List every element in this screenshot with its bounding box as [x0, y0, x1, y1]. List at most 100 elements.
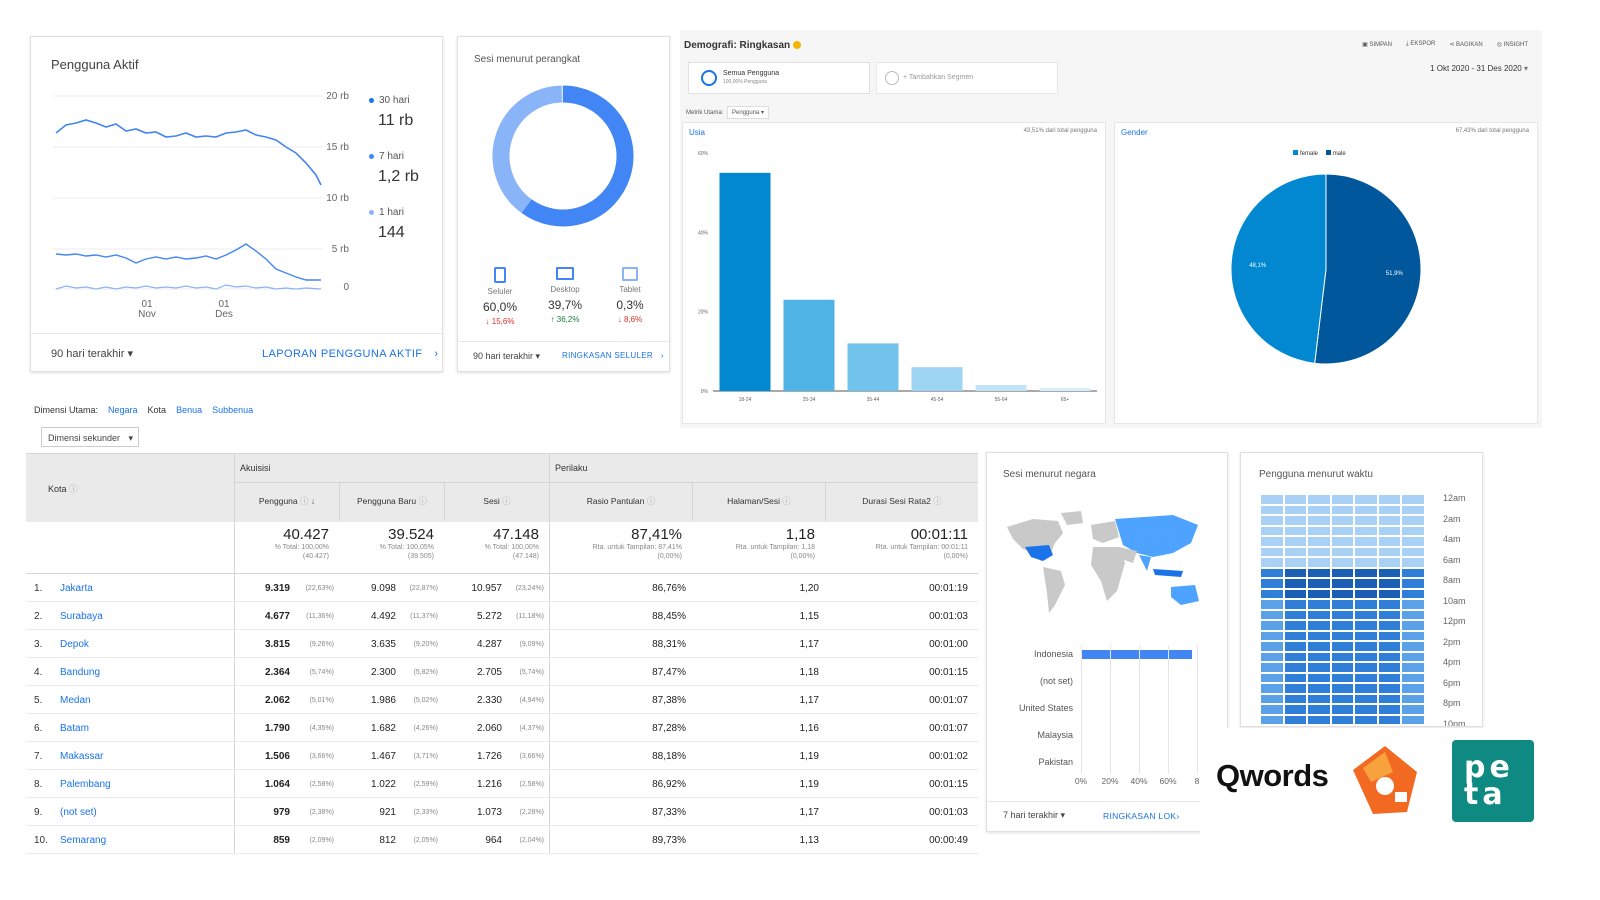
heatmap-cell: [1308, 684, 1330, 693]
grid-line: [1110, 645, 1111, 774]
heatmap-cell: [1308, 663, 1330, 672]
sort-desc-icon[interactable]: ↓: [308, 496, 316, 506]
city-link[interactable]: Bandung: [60, 667, 101, 678]
country-range-dropdown[interactable]: 7 hari terakhir ▾: [1003, 810, 1066, 820]
share-button[interactable]: ⋖ BAGIKAN: [1449, 42, 1483, 48]
col-header-4[interactable]: Rasio Pantulan ⓘ: [549, 482, 692, 521]
col-header-1[interactable]: Pengguna ⓘ ↓: [234, 482, 339, 521]
sessions-pct: (2,04%): [519, 837, 544, 844]
heatmap-cell: [1308, 516, 1330, 525]
legend-value: 144: [378, 224, 405, 241]
users-pct: (3,66%): [309, 753, 334, 760]
total-sub: (47.148): [512, 553, 539, 560]
heatmap-cell: [1331, 663, 1353, 672]
duration-value: 00:01:15: [929, 779, 968, 790]
city-link[interactable]: Jakarta: [60, 583, 93, 594]
insight-button[interactable]: ◎ INSIGHT: [1496, 42, 1528, 48]
bounce-value: 88,45%: [652, 611, 686, 622]
save-button[interactable]: ▣ SIMPAN: [1362, 42, 1392, 48]
pages-per-session-value: 1,19: [799, 751, 819, 762]
gender-chart-title: Gender: [1121, 128, 1148, 137]
heatmap-cell: [1284, 505, 1306, 514]
total-sub: Rta. untuk Tampilan: 87,41%: [592, 544, 682, 551]
city-link[interactable]: Depok: [60, 639, 89, 650]
add-segment-button[interactable]: + Tambahkan Segmen: [876, 62, 1058, 94]
active-users-report-link[interactable]: LAPORAN PENGGUNA AKTIF ›: [262, 348, 439, 360]
users-pct: (2,58%): [309, 781, 334, 788]
segment-all-users[interactable]: Semua Pengguna 100,00% Pengguna: [688, 62, 870, 94]
row-index: 9.: [34, 807, 43, 818]
city-link[interactable]: Palembang: [60, 779, 111, 790]
hour-label: 8am: [1443, 575, 1461, 585]
duration-value: 00:01:03: [929, 807, 968, 818]
x-tick: 18-24: [739, 397, 752, 403]
heatmap-cell: [1378, 547, 1400, 556]
heatmap-cell: [1402, 505, 1424, 514]
divider: [31, 333, 442, 334]
device-report-link[interactable]: RINGKASAN SELULER ›: [562, 351, 664, 360]
map-india: [1139, 555, 1151, 571]
col-header-5[interactable]: Halaman/Sesi ⓘ: [692, 482, 825, 521]
hour-label: 4am: [1443, 534, 1461, 544]
heatmap-cell: [1284, 631, 1306, 640]
col-header-3[interactable]: Sesi ⓘ: [444, 482, 549, 521]
heatmap-cell: [1261, 600, 1283, 609]
device-label: Tablet: [619, 285, 641, 294]
col-header-6[interactable]: Durasi Sesi Rata2 ⓘ: [825, 482, 978, 521]
heatmap-cell: [1402, 537, 1424, 546]
country-card: Sesi menurut negara Indonesia (not set) Un…: [986, 452, 1228, 832]
help-icon: ⓘ: [780, 496, 791, 506]
device-value: 60,0%: [482, 300, 518, 314]
heatmap-cell: [1308, 537, 1330, 546]
device-value: 39,7%: [547, 298, 583, 312]
export-button[interactable]: ⤓ EKSPOR: [1406, 41, 1436, 47]
city-link[interactable]: Semarang: [60, 835, 107, 846]
gender-legend: female male: [1293, 150, 1346, 157]
col-header-label: Pengguna Baru: [357, 496, 417, 506]
heatmap-cell: [1402, 600, 1424, 609]
heatmap-cell: [1308, 600, 1330, 609]
dimension-option-subbenua[interactable]: Subbenua: [212, 405, 254, 415]
col-header-2[interactable]: Pengguna Baru ⓘ: [339, 482, 444, 521]
city-link[interactable]: (not set): [60, 807, 97, 818]
caret-down-icon: ▾: [127, 348, 133, 360]
total-value: 40.427: [283, 526, 329, 543]
heatmap-cell: [1355, 516, 1377, 525]
y-tick: 0%: [701, 389, 709, 395]
city-link[interactable]: Medan: [60, 695, 91, 706]
heatmap-cell: [1378, 621, 1400, 630]
bar-25-34: [783, 299, 835, 391]
range-dropdown[interactable]: 90 hari terakhir ▾: [51, 348, 133, 360]
dimension-option-benua[interactable]: Benua: [176, 405, 203, 415]
dimension-option-kota[interactable]: Kota: [147, 405, 167, 415]
heatmap-cell: [1402, 547, 1424, 556]
device-range-dropdown[interactable]: 90 hari terakhir ▾: [473, 351, 541, 361]
date-range-picker[interactable]: 1 Okt 2020 - 31 Des 2020 ▾: [1430, 64, 1528, 73]
row-index: 8.: [34, 779, 43, 790]
heatmap-cell: [1331, 610, 1353, 619]
col-city-header[interactable]: Kota ⓘ: [48, 484, 79, 494]
x-tick: 8: [1194, 776, 1200, 786]
country-label: United States: [1018, 703, 1073, 713]
city-link[interactable]: Batam: [60, 723, 89, 734]
country-report-link[interactable]: RINGKASAN LOK›: [1103, 811, 1180, 821]
total-cell: 39.524% Total: 100,05% (39.505): [339, 526, 434, 561]
peta-logo-text: peta: [1464, 750, 1514, 812]
heatmap-cell: [1308, 526, 1330, 535]
table-header-band: [26, 453, 978, 522]
metric-dropdown[interactable]: Pengguna ▾: [727, 106, 770, 119]
secondary-dimension-dropdown[interactable]: Dimensi sekunder ▾: [41, 427, 139, 447]
heatmap-cell: [1402, 684, 1424, 693]
new-users-pct: (2,33%): [413, 809, 438, 816]
dimension-option-negara[interactable]: Negara: [108, 405, 138, 415]
city-link[interactable]: Surabaya: [60, 611, 103, 622]
heatmap-cell: [1378, 568, 1400, 577]
heatmap-cell: [1284, 652, 1306, 661]
device-change: ↑ 36,2%: [550, 315, 580, 324]
segment-label: Semua Pengguna: [723, 70, 780, 77]
col-header-label: Durasi Sesi Rata2: [862, 496, 931, 506]
city-link[interactable]: Makassar: [60, 751, 104, 762]
heatmap-cell: [1402, 631, 1424, 640]
pie-slice-male: [1314, 173, 1422, 365]
duration-value: 00:01:07: [929, 723, 968, 734]
